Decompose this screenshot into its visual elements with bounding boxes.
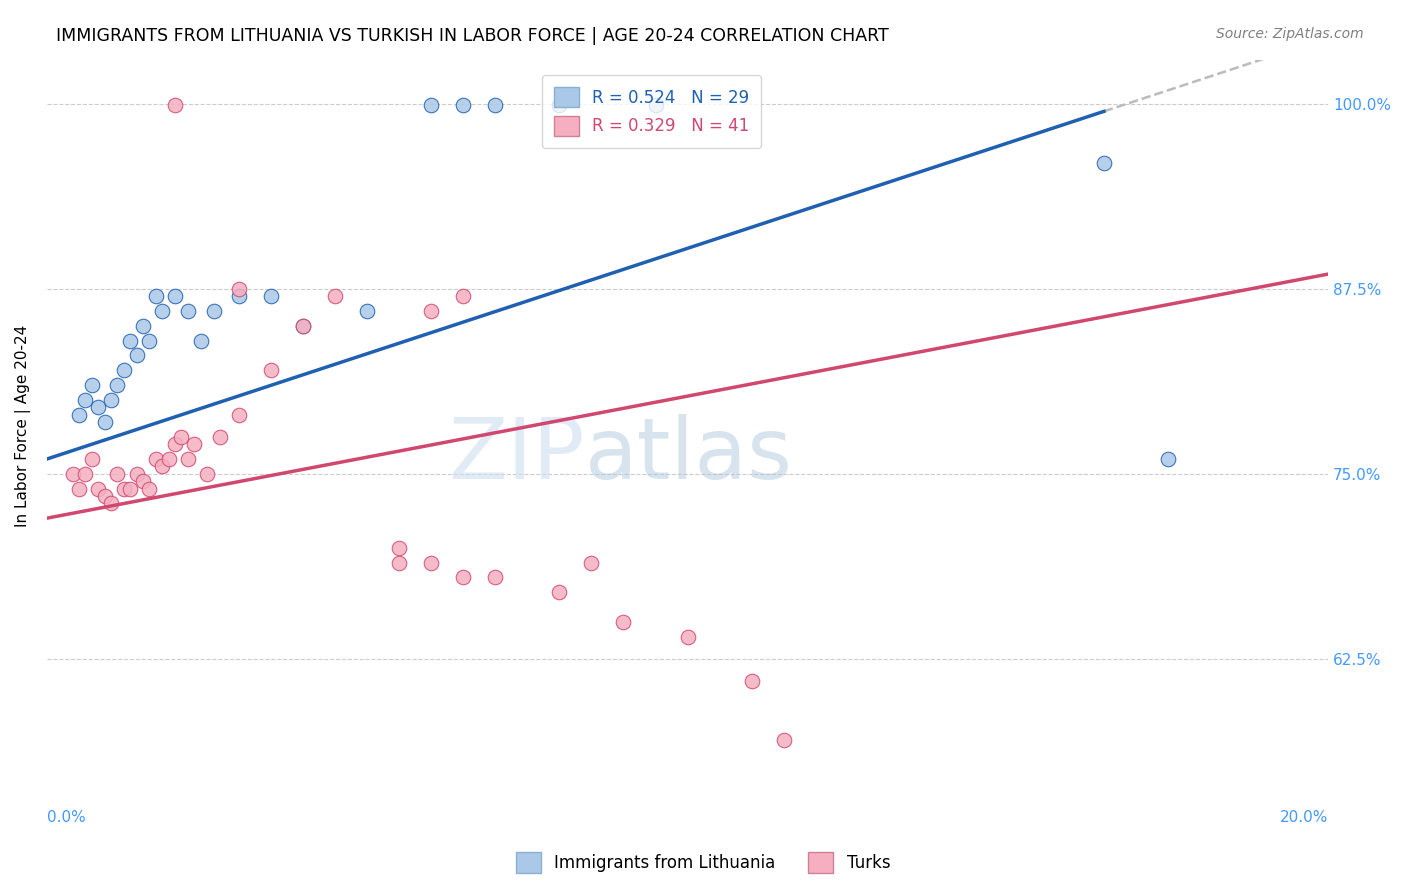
Point <box>612 615 634 629</box>
Point <box>107 378 129 392</box>
Point <box>388 541 411 555</box>
Point <box>62 467 84 481</box>
Point <box>132 474 155 488</box>
Point <box>138 482 160 496</box>
Point <box>484 98 506 112</box>
Point <box>420 556 443 570</box>
Point <box>150 304 173 318</box>
Point <box>741 673 763 688</box>
Point <box>292 318 315 333</box>
Point <box>93 489 115 503</box>
Point <box>420 98 443 112</box>
Point <box>93 415 115 429</box>
Point <box>165 289 187 303</box>
Point <box>548 585 571 599</box>
Point <box>67 408 90 422</box>
Point <box>75 467 97 481</box>
Point <box>388 556 411 570</box>
Point <box>1157 452 1180 467</box>
Point <box>644 98 666 112</box>
Point <box>80 452 103 467</box>
Point <box>356 304 378 318</box>
Point <box>177 304 200 318</box>
Text: IMMIGRANTS FROM LITHUANIA VS TURKISH IN LABOR FORCE | AGE 20-24 CORRELATION CHAR: IMMIGRANTS FROM LITHUANIA VS TURKISH IN … <box>56 27 889 45</box>
Text: 0.0%: 0.0% <box>46 810 86 824</box>
Point <box>87 482 110 496</box>
Point <box>772 733 794 747</box>
Point <box>453 98 475 112</box>
Point <box>107 467 129 481</box>
Point <box>260 363 283 377</box>
Point <box>292 318 315 333</box>
Point <box>177 452 200 467</box>
Point <box>87 401 110 415</box>
Point <box>100 496 122 510</box>
Point <box>100 392 122 407</box>
Point <box>120 334 142 348</box>
Point <box>145 452 167 467</box>
Point <box>132 318 155 333</box>
Point <box>202 304 225 318</box>
Point <box>484 570 506 584</box>
Point <box>260 289 283 303</box>
Text: 20.0%: 20.0% <box>1279 810 1329 824</box>
Point <box>190 334 212 348</box>
Point <box>150 459 173 474</box>
Point <box>145 289 167 303</box>
Point <box>453 570 475 584</box>
Point <box>420 304 443 318</box>
Text: Source: ZipAtlas.com: Source: ZipAtlas.com <box>1216 27 1364 41</box>
Y-axis label: In Labor Force | Age 20-24: In Labor Force | Age 20-24 <box>15 325 31 527</box>
Point <box>125 467 148 481</box>
Point <box>208 430 231 444</box>
Point <box>120 482 142 496</box>
Point <box>323 289 346 303</box>
Legend: R = 0.524   N = 29, R = 0.329   N = 41: R = 0.524 N = 29, R = 0.329 N = 41 <box>543 75 761 147</box>
Point <box>183 437 205 451</box>
Point <box>165 437 187 451</box>
Point <box>228 289 250 303</box>
Point <box>125 348 148 362</box>
Text: atlas: atlas <box>585 414 793 497</box>
Point <box>228 408 250 422</box>
Point <box>170 430 193 444</box>
Point <box>67 482 90 496</box>
Point <box>453 289 475 303</box>
Point <box>75 392 97 407</box>
Point <box>165 98 187 112</box>
Point <box>676 630 699 644</box>
Legend: Immigrants from Lithuania, Turks: Immigrants from Lithuania, Turks <box>509 846 897 880</box>
Point <box>548 98 571 112</box>
Point <box>581 556 603 570</box>
Point <box>112 363 135 377</box>
Point <box>157 452 180 467</box>
Point <box>195 467 218 481</box>
Point <box>1092 156 1115 170</box>
Point <box>228 282 250 296</box>
Text: ZIP: ZIP <box>449 414 585 497</box>
Point <box>138 334 160 348</box>
Point <box>112 482 135 496</box>
Point <box>80 378 103 392</box>
